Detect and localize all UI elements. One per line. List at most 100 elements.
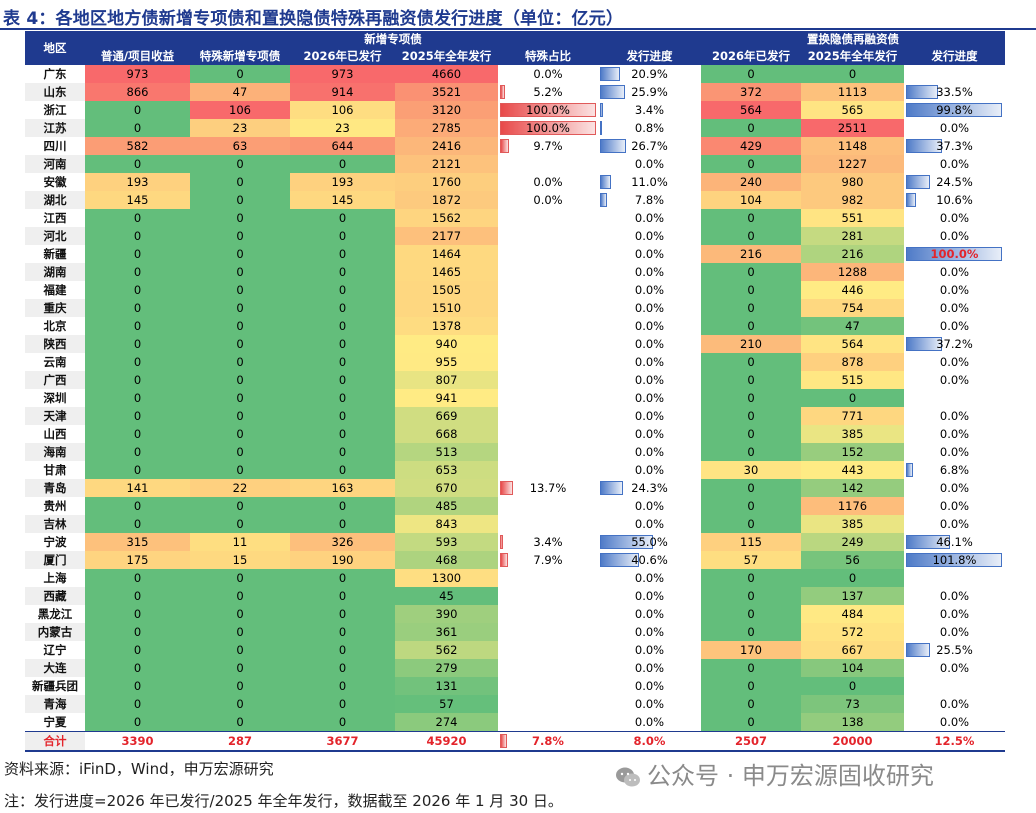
cell-prog: 26.7% <box>598 137 701 155</box>
cell-c1: 3390 <box>85 731 190 752</box>
cell-rprog: 0.0% <box>904 479 1005 497</box>
cell-share: 7.8% <box>498 731 598 752</box>
cell-r1: 30 <box>701 461 801 479</box>
cell-rprog: 0.0% <box>904 515 1005 533</box>
cell-rprog: 0.0% <box>904 587 1005 605</box>
cell-c3: 0 <box>290 569 395 587</box>
cell-value: 0.0% <box>533 67 563 81</box>
table-row: 吉林 0 0 0 843 0.0% 0 385 0.0% <box>25 515 1005 533</box>
cell-rprog: 10.6% <box>904 191 1005 209</box>
cell-share <box>498 299 598 317</box>
cell-value: 0.0% <box>634 211 665 225</box>
cell-c1: 0 <box>85 695 190 713</box>
cell-region: 河南 <box>25 155 85 173</box>
table-row: 宁夏 0 0 0 274 0.0% 0 138 0.0% <box>25 713 1005 732</box>
cell-r1: 0 <box>701 65 801 83</box>
cell-r1: 564 <box>701 101 801 119</box>
cell-rprog: 6.8% <box>904 461 1005 479</box>
cell-c3: 0 <box>290 713 395 732</box>
cell-share <box>498 209 598 227</box>
progress-bar <box>600 481 624 495</box>
progress-bar <box>600 553 639 567</box>
cell-prog: 0.0% <box>598 263 701 281</box>
cell-c4: 131 <box>395 677 498 695</box>
cell-r1: 0 <box>701 587 801 605</box>
cell-value: 5.2% <box>533 85 563 99</box>
cell-c4: 1300 <box>395 569 498 587</box>
cell-r2: 142 <box>801 479 904 497</box>
cell-r2: 564 <box>801 335 904 353</box>
cell-value: 11.0% <box>631 175 668 189</box>
cell-share: 100.0% <box>498 119 598 137</box>
cell-r1: 0 <box>701 443 801 461</box>
cell-c2: 0 <box>190 155 290 173</box>
cell-prog: 0.0% <box>598 425 701 443</box>
cell-prog: 20.9% <box>598 65 701 83</box>
progress-bar <box>906 193 917 207</box>
cell-region: 海南 <box>25 443 85 461</box>
cell-r2: 878 <box>801 353 904 371</box>
cell-c1: 0 <box>85 263 190 281</box>
cell-region: 上海 <box>25 569 85 587</box>
cell-share: 3.4% <box>498 533 598 551</box>
cell-r2: 551 <box>801 209 904 227</box>
header-region: 地区 <box>25 31 85 65</box>
table-row: 福建 0 0 0 1505 0.0% 0 446 0.0% <box>25 281 1005 299</box>
cell-c2: 0 <box>190 713 290 732</box>
cell-region: 宁波 <box>25 533 85 551</box>
cell-r1: 0 <box>701 695 801 713</box>
header-group-refi: 置换隐债再融资债 <box>701 31 1005 48</box>
cell-r1: 216 <box>701 245 801 263</box>
cell-share <box>498 677 598 695</box>
cell-c3: 0 <box>290 281 395 299</box>
cell-r2: 0 <box>801 389 904 407</box>
cell-r2: 281 <box>801 227 904 245</box>
cell-share <box>498 497 598 515</box>
cell-c2: 0 <box>190 677 290 695</box>
cell-r2: 0 <box>801 569 904 587</box>
cell-value: 12.5% <box>934 734 975 748</box>
cell-prog: 7.8% <box>598 191 701 209</box>
cell-r1: 0 <box>701 515 801 533</box>
cell-c2: 106 <box>190 101 290 119</box>
cell-r1: 429 <box>701 137 801 155</box>
cell-prog: 0.0% <box>598 461 701 479</box>
cell-r1: 240 <box>701 173 801 191</box>
cell-c1: 0 <box>85 605 190 623</box>
cell-region: 云南 <box>25 353 85 371</box>
cell-c3: 0 <box>290 155 395 173</box>
cell-r1: 0 <box>701 713 801 732</box>
cell-rprog: 101.8% <box>904 551 1005 569</box>
cell-share <box>498 407 598 425</box>
cell-c2: 0 <box>190 317 290 335</box>
cell-share <box>498 641 598 659</box>
cell-c4: 807 <box>395 371 498 389</box>
cell-share <box>498 443 598 461</box>
cell-share: 100.0% <box>498 101 598 119</box>
cell-c4: 843 <box>395 515 498 533</box>
progress-bar <box>906 247 1002 261</box>
cell-c3: 0 <box>290 317 395 335</box>
cell-prog: 0.0% <box>598 155 701 173</box>
cell-region: 大连 <box>25 659 85 677</box>
watermark: 公众号 · 申万宏源固收研究 <box>615 756 934 791</box>
cell-value: 25.9% <box>631 85 668 99</box>
cell-r1: 0 <box>701 407 801 425</box>
cell-r2: 443 <box>801 461 904 479</box>
cell-value: 7.8% <box>634 193 665 207</box>
cell-c3: 0 <box>290 335 395 353</box>
cell-c3: 0 <box>290 263 395 281</box>
cell-c3: 644 <box>290 137 395 155</box>
cell-value: 7.9% <box>533 553 563 567</box>
cell-c3: 0 <box>290 389 395 407</box>
cell-rprog: 0.0% <box>904 299 1005 317</box>
cell-r1: 2507 <box>701 731 801 752</box>
cell-value: 0.0% <box>939 445 970 459</box>
table-body: 广东 973 0 973 4660 0.0% 20.9% 0 0 山东 866 47 914 3521 5.… <box>25 65 1005 752</box>
cell-rprog: 0.0% <box>904 317 1005 335</box>
cell-c2: 0 <box>190 335 290 353</box>
cell-value: 46.1% <box>936 535 973 549</box>
cell-c2: 63 <box>190 137 290 155</box>
header-col: 普通/项目收益 <box>85 48 190 65</box>
cell-c3: 0 <box>290 443 395 461</box>
